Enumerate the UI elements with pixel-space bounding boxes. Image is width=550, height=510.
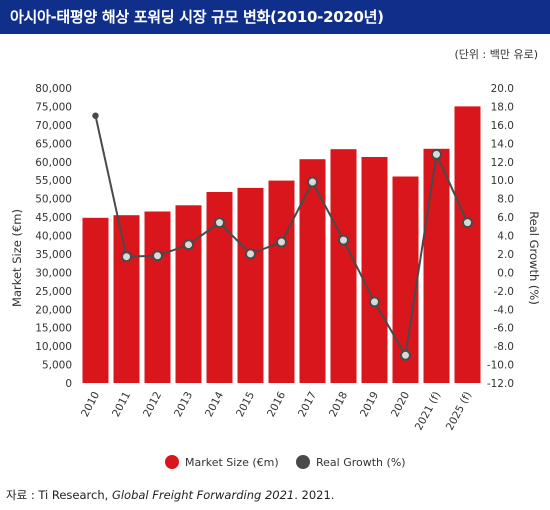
category-labels: 2010 2011 2012 2013 2014 2015 2016 2017 2018 2019… xyxy=(79,390,474,433)
y-tick-label: 55,000 xyxy=(35,175,72,187)
growth-point-2012 xyxy=(152,250,163,262)
y-tick-label: 20,000 xyxy=(35,304,72,316)
y2-axis-title: Real Growth (%) xyxy=(527,211,541,305)
bars xyxy=(82,106,481,384)
y2-tick-label: -4.0 xyxy=(494,304,515,316)
y2-tick-label: 10.0 xyxy=(491,175,514,187)
growth-line-group xyxy=(92,112,473,361)
bar-2016 xyxy=(268,180,295,383)
y2-tick-label: -12.0 xyxy=(487,378,514,390)
growth-point-2018 xyxy=(338,234,349,246)
right-axis-ticks: 20.0 18.0 16.0 14.0 12.0 10.0 8.0 6.0 4.0 2.0 0.0 -… xyxy=(487,83,514,390)
chart-title: 아시아-태평양 해상 포워딩 시장 규모 변화(2010-2020년) xyxy=(0,0,550,34)
bar-2018 xyxy=(330,149,357,383)
y-tick-label: 80,000 xyxy=(35,83,72,95)
y-tick-label: 60,000 xyxy=(35,157,72,169)
y2-tick-label: 0.0 xyxy=(497,267,514,279)
y2-tick-label: -8.0 xyxy=(494,341,515,353)
growth-point-2017 xyxy=(307,176,318,188)
y-tick-label: 15,000 xyxy=(35,323,72,335)
y-tick-label: 25,000 xyxy=(35,286,72,298)
growth-point-2020 xyxy=(400,349,411,361)
x-tick-label: 2018 xyxy=(327,390,350,419)
y2-tick-label: 4.0 xyxy=(497,231,514,243)
x-tick-label: 2011 xyxy=(110,390,133,419)
y-tick-label: 10,000 xyxy=(35,341,72,353)
x-tick-label: 2016 xyxy=(265,390,288,420)
legend-real-growth-marker xyxy=(296,455,310,469)
growth-point-2014 xyxy=(214,217,225,229)
bar-2021f xyxy=(423,148,450,383)
x-tick-label: 2014 xyxy=(203,390,226,420)
bar-2020 xyxy=(392,176,419,383)
y2-tick-label: 20.0 xyxy=(491,83,514,95)
y-tick-label: 30,000 xyxy=(35,267,72,279)
y2-tick-label: 12.0 xyxy=(491,157,514,169)
y-tick-label: 40,000 xyxy=(35,231,72,243)
bar-2025f xyxy=(454,106,481,384)
y-axis-title: Market Size (€m) xyxy=(10,209,24,307)
bar-2011 xyxy=(113,215,140,383)
x-tick-label: 2021 (f) xyxy=(413,390,443,433)
y-tick-label: 0 xyxy=(65,378,72,390)
x-tick-label: 2017 xyxy=(296,390,319,419)
x-tick-label: 2025 (f) xyxy=(444,390,474,433)
x-tick-label: 2013 xyxy=(172,390,195,419)
legend-market-size-marker xyxy=(165,455,179,469)
y2-tick-label: 18.0 xyxy=(491,101,514,113)
y-tick-label: 5,000 xyxy=(42,360,72,372)
y-tick-label: 65,000 xyxy=(35,138,72,150)
bar-2013 xyxy=(175,205,202,383)
left-axis-ticks: 80,000 75,000 70,000 65,000 60,000 55,000 50,0… xyxy=(35,83,72,390)
combo-chart: 80,000 75,000 70,000 65,000 60,000 55,000 50,0… xyxy=(10,83,541,469)
y2-tick-label: 16.0 xyxy=(491,120,514,132)
y2-tick-label: -6.0 xyxy=(494,323,515,335)
source-suffix: . 2021. xyxy=(294,488,335,502)
growth-point-2013 xyxy=(183,239,194,251)
y2-tick-label: 2.0 xyxy=(497,249,514,261)
x-tick-label: 2020 xyxy=(389,390,412,419)
y-tick-label: 50,000 xyxy=(35,194,72,206)
y2-tick-label: -10.0 xyxy=(487,360,514,372)
growth-point-2015 xyxy=(245,248,256,260)
bar-2019 xyxy=(361,157,388,383)
legend-real-growth-label: Real Growth (%) xyxy=(316,456,406,469)
y-tick-label: 45,000 xyxy=(35,212,72,224)
y-tick-label: 35,000 xyxy=(35,249,72,261)
source-note: 자료 : Ti Research, Global Freight Forward… xyxy=(6,487,334,503)
y-tick-label: 70,000 xyxy=(35,120,72,132)
bar-2010 xyxy=(82,217,109,383)
legend: Market Size (€m) Real Growth (%) xyxy=(165,455,406,469)
x-tick-label: 2012 xyxy=(141,390,164,419)
legend-market-size-label: Market Size (€m) xyxy=(185,456,279,469)
bar-2015 xyxy=(237,187,264,383)
y2-tick-label: 8.0 xyxy=(497,194,514,206)
growth-point-2025f xyxy=(462,217,473,229)
x-tick-label: 2010 xyxy=(79,390,102,419)
unit-label: (단위 : 백만 유로) xyxy=(454,48,539,61)
source-title: Global Freight Forwarding 2021 xyxy=(111,488,295,502)
y2-tick-label: 14.0 xyxy=(491,138,514,150)
growth-point-2019 xyxy=(369,296,380,308)
growth-point-2011 xyxy=(121,251,132,263)
bar-2017 xyxy=(299,159,326,383)
x-tick-label: 2015 xyxy=(234,390,257,419)
x-tick-label: 2019 xyxy=(358,390,381,419)
y-tick-label: 75,000 xyxy=(35,101,72,113)
growth-point-2010 xyxy=(92,112,99,119)
growth-point-2016 xyxy=(276,236,287,248)
y2-tick-label: -2.0 xyxy=(494,286,515,298)
source-prefix: 자료 : Ti Research, xyxy=(6,488,112,502)
y2-tick-label: 6.0 xyxy=(497,212,514,224)
bar-2012 xyxy=(144,211,171,383)
growth-point-2021f xyxy=(431,148,442,160)
